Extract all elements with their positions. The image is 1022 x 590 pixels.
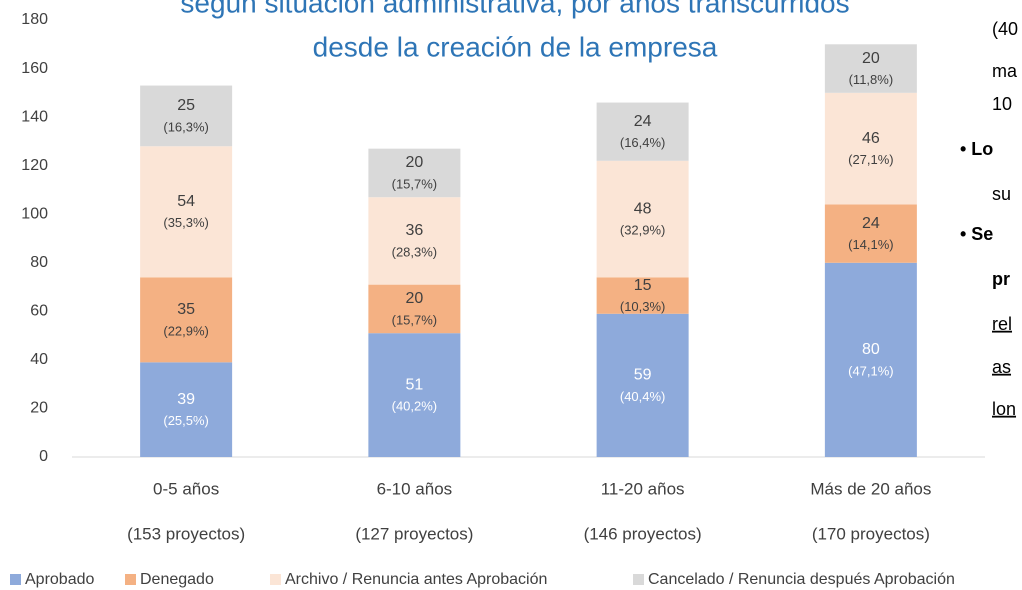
y-tick-label: 20 [30, 400, 48, 417]
legend-swatch [270, 574, 281, 585]
bar-segment [368, 148, 461, 198]
data-label: 24 [634, 113, 652, 130]
x-tick-note: (146 proyectos) [584, 524, 702, 543]
bar-segment [596, 277, 689, 314]
y-tick-label: 60 [30, 303, 48, 320]
chart-title: desde la creación de la empresa [313, 31, 718, 62]
bar-segment [368, 333, 461, 457]
legend-swatch [125, 574, 136, 585]
side-text: ma [992, 61, 1018, 81]
data-label: 46 [862, 130, 880, 147]
data-label: 80 [862, 341, 880, 358]
data-label: 39 [177, 391, 195, 408]
percent-label: (40,4%) [620, 389, 666, 404]
data-label: 15 [634, 277, 652, 294]
data-label: 54 [177, 193, 195, 210]
side-text: as [992, 357, 1011, 377]
y-tick-label: 140 [21, 108, 48, 125]
legend-swatch [10, 574, 21, 585]
data-label: 59 [634, 367, 652, 384]
y-tick-label: 180 [21, 11, 48, 28]
y-tick-label: 120 [21, 157, 48, 174]
percent-label: (32,9%) [620, 223, 666, 238]
x-tick-label: 11-20 años [601, 479, 685, 498]
y-tick-label: 160 [21, 60, 48, 77]
bar-segment [596, 160, 689, 278]
y-tick-label: 100 [21, 205, 48, 222]
data-label: 35 [177, 301, 195, 318]
percent-label: (22,9%) [163, 323, 209, 338]
bar-segment [140, 85, 233, 147]
side-text: 10 [992, 94, 1012, 114]
x-tick-label: 0-5 años [153, 479, 219, 498]
side-text: lon [992, 399, 1016, 419]
bar-segment [824, 44, 917, 93]
data-label: 24 [862, 215, 880, 232]
x-tick-note: (170 proyectos) [812, 524, 930, 543]
bar-segment [824, 92, 917, 205]
chart-title: según situación administrativa, por años… [180, 0, 849, 18]
legend-label: Archivo / Renuncia antes Aprobación [285, 571, 547, 588]
percent-label: (25,5%) [163, 413, 209, 428]
side-text: rel [992, 314, 1012, 334]
bar-segment [596, 102, 689, 161]
legend-label: Aprobado [25, 571, 94, 588]
percent-label: (14,1%) [848, 237, 894, 252]
data-label: 36 [405, 222, 423, 239]
legend-swatch [633, 574, 644, 585]
percent-label: (40,2%) [392, 399, 438, 414]
percent-label: (16,3%) [163, 119, 209, 134]
bar-segment [140, 277, 233, 363]
legend-label: Cancelado / Renuncia después Aprobación [648, 571, 955, 588]
data-label: 20 [405, 290, 423, 307]
data-label: 20 [862, 50, 880, 67]
side-text: (40 [992, 19, 1018, 39]
percent-label: (27,1%) [848, 152, 894, 167]
percent-label: (47,1%) [848, 363, 894, 378]
legend-label: Denegado [140, 571, 214, 588]
percent-label: (10,3%) [620, 299, 666, 314]
bar-segment [368, 197, 461, 285]
bar-segment [824, 204, 917, 263]
y-tick-label: 80 [30, 254, 48, 271]
data-label: 48 [634, 200, 652, 217]
percent-label: (11,8%) [849, 72, 894, 87]
data-label: 25 [177, 97, 195, 114]
bar-segment [140, 362, 233, 457]
x-tick-note: (153 proyectos) [127, 524, 245, 543]
x-tick-note: (127 proyectos) [355, 524, 473, 543]
data-label: 51 [405, 376, 423, 393]
data-label: 20 [405, 154, 423, 171]
x-tick-label: Más de 20 años [810, 479, 931, 498]
percent-label: (16,4%) [620, 135, 666, 150]
percent-label: (15,7%) [392, 176, 438, 191]
y-tick-label: 0 [39, 448, 48, 465]
y-tick-label: 40 [30, 351, 48, 368]
percent-label: (28,3%) [392, 244, 438, 259]
percent-label: (35,3%) [163, 215, 209, 230]
x-tick-label: 6-10 años [377, 479, 453, 498]
bar-segment [824, 262, 917, 457]
side-text: su [992, 184, 1011, 204]
bar-segment [140, 146, 233, 278]
percent-label: (15,7%) [392, 312, 438, 327]
side-text: • Se [960, 224, 993, 244]
bar-segment [596, 313, 689, 457]
side-text: pr [992, 269, 1010, 289]
side-text: • Lo [960, 139, 993, 159]
bar-segment [368, 284, 461, 334]
